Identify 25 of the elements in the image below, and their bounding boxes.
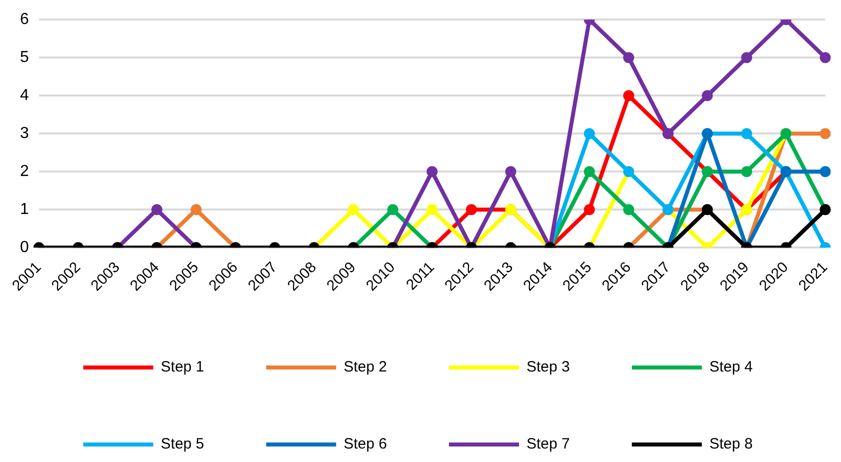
y-tick-label: 1 xyxy=(20,201,29,218)
y-tick-label: 0 xyxy=(20,239,29,256)
y-tick-label: 5 xyxy=(20,49,29,66)
legend-label: Step 3 xyxy=(526,358,570,376)
point xyxy=(741,166,752,178)
y-tick-label: 6 xyxy=(20,11,29,28)
point xyxy=(623,90,634,102)
point xyxy=(741,128,752,140)
legend-label: Step 5 xyxy=(160,436,204,453)
y-tick-label: 2 xyxy=(20,163,29,180)
point xyxy=(584,128,595,140)
point xyxy=(820,128,831,140)
y-tick-label: 4 xyxy=(20,87,29,104)
point xyxy=(820,166,831,178)
point xyxy=(505,166,516,178)
point xyxy=(584,166,595,178)
legend-label: Step 7 xyxy=(526,436,570,453)
legend-label: Step 2 xyxy=(344,358,388,376)
point xyxy=(426,166,438,178)
legend-label: Step 4 xyxy=(709,358,753,376)
legend-label: Step 1 xyxy=(160,358,204,376)
y-tick-label: 3 xyxy=(20,125,29,142)
legend-label: Step 6 xyxy=(344,436,388,453)
point xyxy=(702,90,713,102)
legend-label: Step 8 xyxy=(709,436,753,453)
